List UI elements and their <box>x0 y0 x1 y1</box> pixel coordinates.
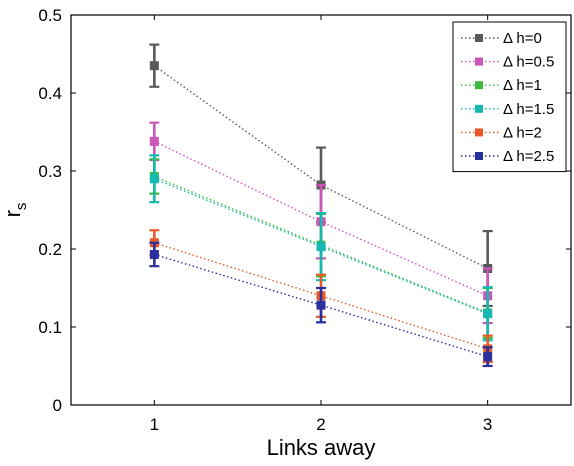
legend-marker <box>475 104 483 113</box>
y-tick-label: 0.5 <box>38 6 62 25</box>
legend-item: Δ h=0.5 <box>461 54 554 71</box>
legend-label: Δ h=0.5 <box>503 54 554 71</box>
legend-label: Δ h=1 <box>503 77 542 94</box>
x-tick-label: 1 <box>150 415 159 434</box>
data-point <box>149 249 159 259</box>
y-tick-label: 0.1 <box>38 318 62 337</box>
y-tick-label: 0.3 <box>38 162 62 181</box>
data-point <box>149 136 159 146</box>
series-6 <box>149 241 493 368</box>
legend-item: Δ h=2 <box>461 124 542 141</box>
x-tick-label: 3 <box>483 415 492 434</box>
legend: Δ h=0 Δ h=0.5 Δ h=1 Δ h=1.5 Δ h=2 Δ h=2.5 <box>452 21 567 173</box>
legend-label: Δ h=0 <box>503 30 542 47</box>
x-axis-label: Links away <box>267 435 376 460</box>
x-tick-label: 2 <box>316 415 325 434</box>
axis-layer: 0 0.1 0.2 0.3 0.4 0.5 1 2 3 <box>38 6 571 434</box>
legend-item: Δ h=1.5 <box>461 101 554 118</box>
data-point <box>483 352 493 362</box>
data-point <box>483 309 493 319</box>
legend-label: Δ h=1.5 <box>503 101 554 118</box>
legend-label: Δ h=2 <box>503 124 542 141</box>
y-axis-label: rs <box>0 203 30 218</box>
legend-marker <box>475 152 483 160</box>
y-tick-label: 0 <box>53 396 62 415</box>
y-tick-label: 0.2 <box>38 240 62 259</box>
legend-item: Δ h=1 <box>461 77 542 94</box>
data-point <box>316 300 326 310</box>
legend-marker <box>475 34 483 42</box>
legend-item: Δ h=0 <box>461 30 542 47</box>
series-4 <box>149 154 493 342</box>
data-point <box>149 61 159 71</box>
data-point <box>149 174 159 184</box>
y-tick-label: 0.4 <box>38 84 62 103</box>
data-point <box>316 242 326 252</box>
series-layer <box>149 43 493 368</box>
legend-marker <box>475 81 483 90</box>
y-axis-label-subscript: s <box>13 203 30 211</box>
y-axis-label-main: r <box>0 210 25 217</box>
legend-marker <box>475 128 483 137</box>
legend-marker <box>475 57 483 66</box>
legend-box <box>452 21 567 173</box>
legend-item: Δ h=2.5 <box>461 148 554 165</box>
legend-label: Δ h=2.5 <box>503 148 554 165</box>
